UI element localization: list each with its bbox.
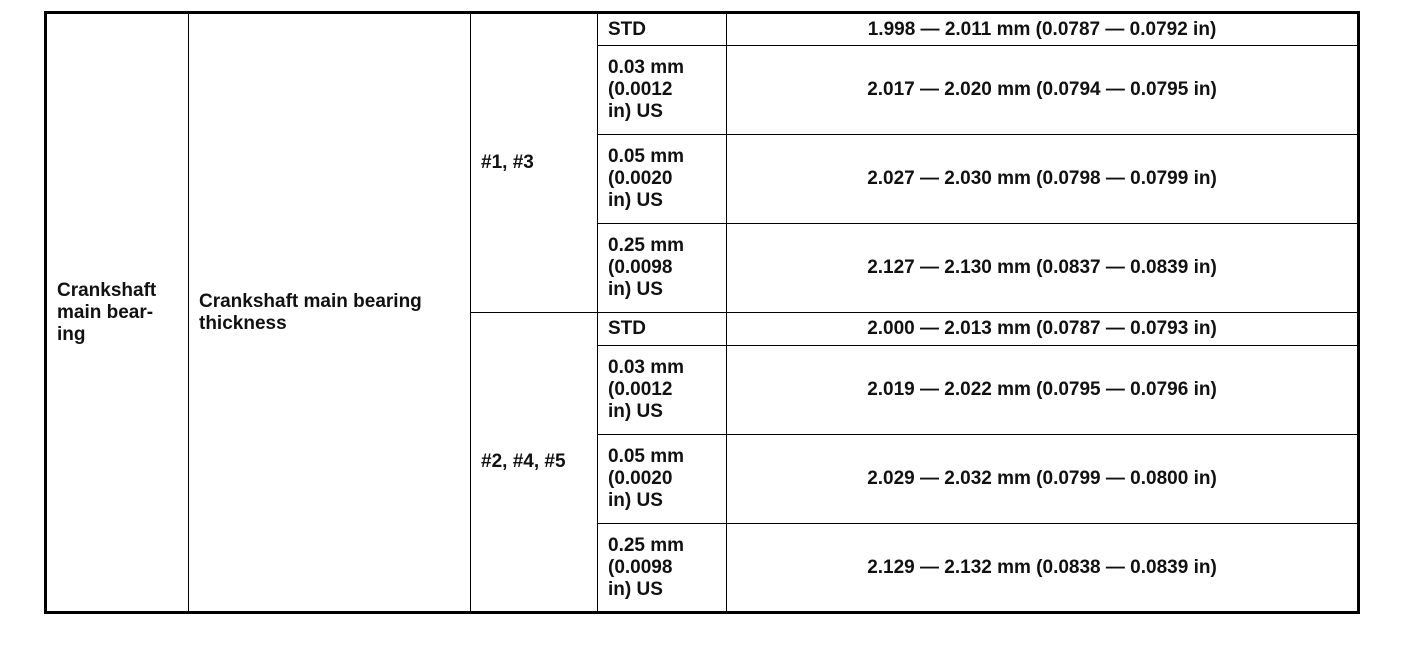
grade-line: (0.0012 (608, 79, 673, 100)
value-cell: 2.017 — 2.020 mm (0.0794 — 0.0795 in) (726, 45, 1359, 135)
value-cell: 2.127 — 2.130 mm (0.0837 — 0.0839 in) (726, 223, 1359, 313)
grade-line: (0.0012 (608, 379, 673, 400)
table-row: #2, #4, #5 STD 2.000 — 2.013 mm (0.0787 — … (46, 312, 1359, 613)
item-label-line: ing (57, 323, 86, 345)
grade-line: in) US (608, 101, 663, 122)
grade-cell: STD (597, 312, 727, 346)
table-row: 0.25 mm (0.0098 in) US 2.129 — 2.132 mm (0.… (46, 523, 1359, 613)
grade-line: in) US (608, 578, 663, 600)
spec-table: Crankshaft main bear-ing Crankshaft main b… (44, 11, 1360, 614)
grade-line: 0.03 mm (608, 357, 685, 378)
grade-line: in) US (608, 190, 663, 211)
grade-line: 0.03 mm (608, 57, 685, 78)
grade-line: 0.05 mm (608, 446, 685, 467)
grade-line: (0.0020 (608, 468, 673, 489)
grade-cell: STD (597, 12, 727, 46)
grade-line: (0.0020 (608, 168, 673, 189)
grade-line: in) US (608, 279, 663, 300)
grade-line: in) US (608, 401, 663, 422)
grade-line: in) US (608, 490, 663, 511)
journal-cell: #2, #4, #5 (470, 312, 598, 613)
value-cell: 2.029 — 2.032 mm (0.0799 — 0.0800 in) (726, 434, 1359, 524)
value-cell: 2.027 — 2.030 mm (0.0798 — 0.0799 in) (726, 134, 1359, 224)
sub-item-cell: Crankshaft main bearing thickness (188, 12, 471, 613)
grade-line: STD (608, 18, 646, 40)
grade-line: 0.05 mm (608, 146, 685, 167)
item-label-line: Crankshaft (57, 279, 157, 301)
grade-line: 0.25 mm (608, 235, 685, 256)
value-cell: 2.129 — 2.132 mm (0.0838 — 0.0839 in) (726, 523, 1359, 613)
value-cell: 2.000 — 2.013 mm (0.0787 — 0.0793 in) (726, 312, 1359, 346)
item-label-line: main bear- (57, 301, 154, 323)
table-row: Crankshaft main bear-ing Crankshaft main b… (45, 12, 1359, 613)
grade-line: (0.0098 (608, 257, 673, 278)
value-cell: 1.998 — 2.011 mm (0.0787 — 0.0792 in) (726, 12, 1359, 46)
grade-line: 0.25 mm (608, 534, 685, 556)
grade-cell: 0.05 mm (0.0020 in) US (597, 434, 727, 524)
grade-cell: 0.03 mm (0.0012 in) US (597, 345, 727, 435)
value-cell: 2.019 — 2.022 mm (0.0795 — 0.0796 in) (726, 345, 1359, 435)
grade-cell: 0.25 mm (0.0098 in) US (597, 523, 727, 613)
grade-line: (0.0098 (608, 556, 673, 578)
grade-line: STD (608, 318, 646, 339)
table-row: 0.05 mm (0.0020 in) US 2.029 — 2.032 mm (0.… (46, 434, 1359, 524)
item-cell: Crankshaft main bear-ing (45, 12, 189, 613)
grade-cell: 0.25 mm (0.0098 in) US (597, 223, 727, 313)
journal-cell: #1, #3 (470, 12, 598, 313)
grade-cell: 0.05 mm (0.0020 in) US (597, 134, 727, 224)
table-row: 0.03 mm (0.0012 in) US 2.019 — 2.022 mm (0.… (46, 345, 1359, 435)
table-row: 0.05 mm (0.0020 in) US 2.027 — 2.030 mm (0.… (46, 134, 1359, 224)
grade-cell: 0.03 mm (0.0012 in) US (597, 45, 727, 135)
